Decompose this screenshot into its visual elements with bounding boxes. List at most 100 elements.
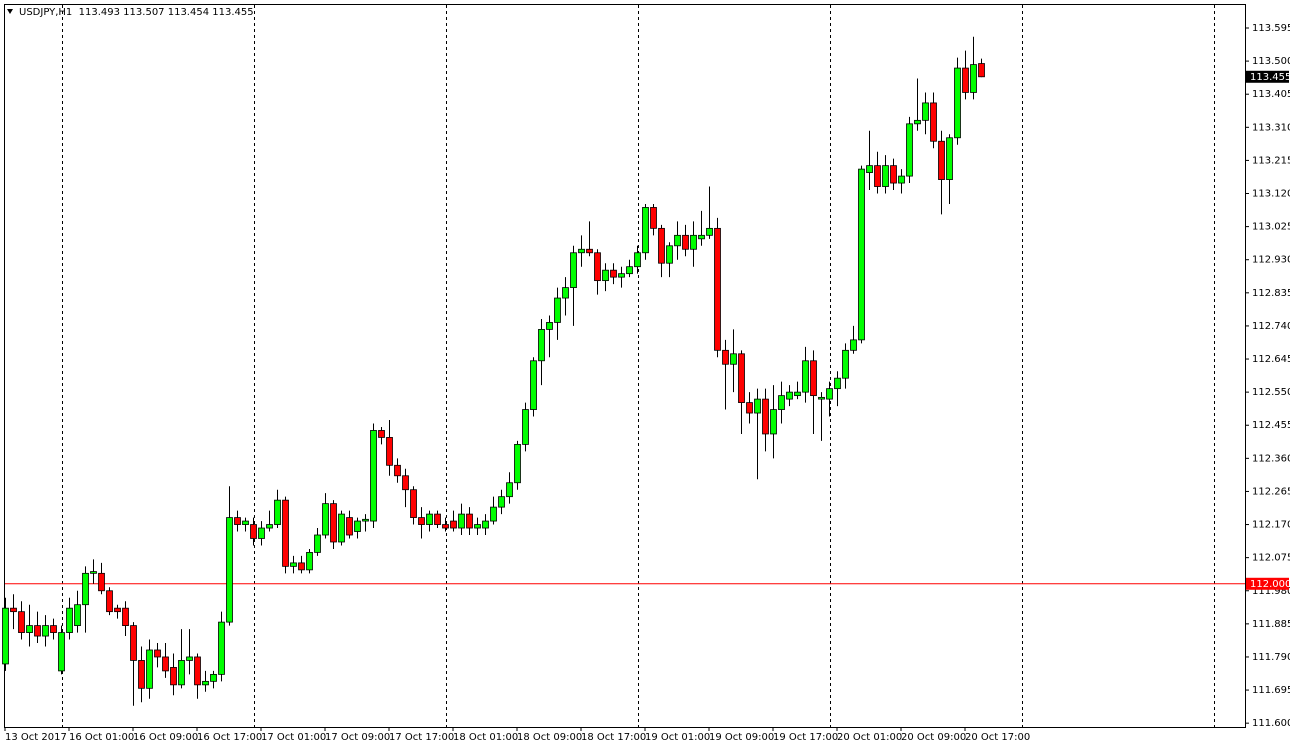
x-tick-label: 16 Oct 17:00 bbox=[197, 732, 262, 743]
candle-body bbox=[954, 67, 961, 139]
plot-frame bbox=[4, 4, 1246, 728]
candle-body bbox=[26, 625, 33, 633]
candle-body bbox=[234, 517, 241, 525]
candle-body bbox=[458, 513, 465, 529]
candle-body bbox=[810, 360, 817, 397]
candle-body bbox=[610, 269, 617, 278]
candle-body bbox=[482, 520, 489, 529]
candle-body bbox=[578, 248, 585, 254]
candle-body bbox=[114, 607, 121, 613]
y-tick-label: 112.835 bbox=[1252, 288, 1290, 299]
menu-triangle[interactable] bbox=[7, 9, 13, 14]
candle-body bbox=[258, 527, 265, 539]
candle-body bbox=[266, 524, 273, 529]
candle-body bbox=[402, 475, 409, 491]
candle-body bbox=[226, 517, 233, 623]
candle-body bbox=[442, 524, 449, 529]
candle-body bbox=[546, 322, 553, 330]
candle-body bbox=[274, 499, 281, 525]
candle-body bbox=[882, 165, 889, 187]
candle-body bbox=[802, 360, 809, 393]
y-tick-label: 111.600 bbox=[1252, 718, 1290, 729]
candle-body bbox=[698, 234, 705, 240]
candle-body bbox=[762, 398, 769, 435]
candle-body bbox=[506, 482, 513, 498]
candle-body bbox=[858, 168, 865, 341]
y-tick-label: 113.310 bbox=[1252, 122, 1290, 133]
y-tick-label: 113.595 bbox=[1252, 23, 1290, 34]
x-tick-label: 18 Oct 09:00 bbox=[517, 732, 582, 743]
price-label-box bbox=[1246, 70, 1289, 83]
level-label: 112.000 bbox=[1250, 579, 1290, 590]
candle-body bbox=[34, 625, 41, 637]
y-tick-label: 112.265 bbox=[1252, 486, 1290, 497]
candle-body bbox=[786, 391, 793, 400]
candle-body bbox=[170, 667, 177, 686]
candle-body bbox=[890, 165, 897, 184]
candle-body bbox=[818, 396, 825, 400]
candle-body bbox=[162, 656, 169, 672]
candle-body bbox=[674, 234, 681, 247]
price-label: 113.455 bbox=[1250, 72, 1290, 83]
candle-body bbox=[706, 227, 713, 236]
x-tick-label: 16 Oct 01:00 bbox=[69, 732, 134, 743]
x-tick-label: 17 Oct 17:00 bbox=[389, 732, 454, 743]
candle-body bbox=[394, 464, 401, 477]
candle-body bbox=[210, 673, 217, 682]
candle-body bbox=[138, 660, 145, 689]
candle-body bbox=[914, 119, 921, 125]
x-tick-label: 20 Oct 01:00 bbox=[837, 732, 902, 743]
candle-body bbox=[346, 517, 353, 536]
candle-body bbox=[834, 377, 841, 390]
y-tick-label: 112.455 bbox=[1252, 420, 1290, 431]
candle-body bbox=[42, 625, 49, 637]
candle-body bbox=[530, 360, 537, 410]
y-tick-label: 112.550 bbox=[1252, 387, 1290, 398]
x-tick-label: 17 Oct 09:00 bbox=[325, 732, 390, 743]
candle-body bbox=[778, 395, 785, 410]
candle-body bbox=[474, 524, 481, 529]
candle-body bbox=[426, 513, 433, 525]
candle-body bbox=[74, 604, 81, 626]
candle-body bbox=[738, 353, 745, 403]
x-tick-label: 18 Oct 17:00 bbox=[581, 732, 646, 743]
candle-body bbox=[90, 571, 97, 574]
y-tick-label: 111.790 bbox=[1252, 652, 1290, 663]
chart-title: USDJPY,H1 113.493 113.507 113.454 113.45… bbox=[19, 7, 254, 18]
candle-body bbox=[386, 437, 393, 466]
y-tick-label: 111.885 bbox=[1252, 619, 1290, 630]
candle-body bbox=[714, 227, 721, 351]
x-tick-label: 16 Oct 09:00 bbox=[133, 732, 198, 743]
candle-body bbox=[322, 503, 329, 536]
candle-body bbox=[314, 534, 321, 553]
candle-body bbox=[514, 444, 521, 484]
level-label-box bbox=[1246, 577, 1289, 590]
candle-body bbox=[418, 517, 425, 525]
candle-body bbox=[434, 513, 441, 525]
candle-body bbox=[906, 123, 913, 177]
y-tick-label: 112.075 bbox=[1252, 553, 1290, 564]
candle-body bbox=[66, 607, 73, 633]
candle-body bbox=[690, 234, 697, 250]
candle-body bbox=[82, 572, 89, 606]
candle-body bbox=[658, 227, 665, 264]
candle-body bbox=[626, 266, 633, 275]
candle-body bbox=[218, 621, 225, 675]
y-tick-label: 112.930 bbox=[1252, 255, 1290, 266]
candle-body bbox=[466, 513, 473, 529]
candle-body bbox=[866, 165, 873, 174]
candle-body bbox=[594, 252, 601, 282]
candle-body bbox=[50, 625, 57, 633]
candle-body bbox=[522, 409, 529, 445]
candle-body bbox=[562, 287, 569, 299]
y-tick-label: 113.025 bbox=[1252, 222, 1290, 233]
candle-body bbox=[98, 572, 105, 592]
candle-body bbox=[146, 649, 153, 689]
candle-body bbox=[730, 353, 737, 365]
x-tick-label: 13 Oct 2017 bbox=[5, 732, 67, 743]
candle-body bbox=[650, 207, 657, 229]
candle-body bbox=[770, 409, 777, 435]
candle-body bbox=[922, 102, 929, 121]
